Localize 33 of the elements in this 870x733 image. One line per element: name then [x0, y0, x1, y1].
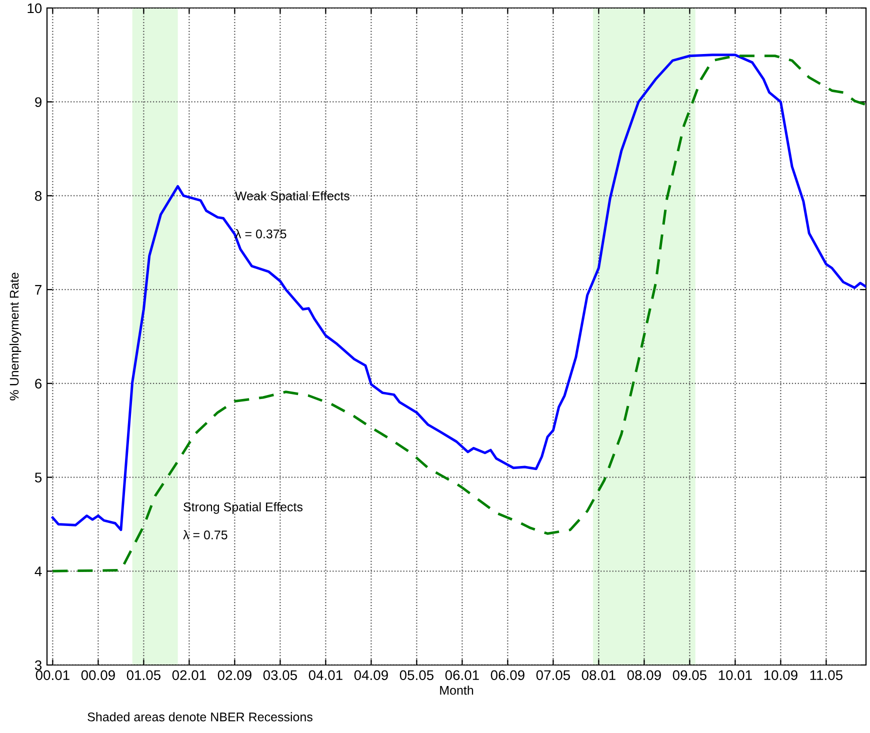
- text: Shaded areas denote NBER Recessions: [88, 712, 312, 722]
- y-tick-label: 3: [34, 660, 42, 670]
- x-tick-label: 06.09: [490, 670, 524, 680]
- x-axis-title: Month: [440, 686, 474, 695]
- x-tick-label: 08.01: [582, 670, 616, 680]
- annotation: λ = 0.375: [235, 229, 286, 238]
- annotation: Strong Spatial Effects: [184, 502, 303, 514]
- x-tick-label: 05.05: [400, 670, 434, 680]
- x-tick-label: 00.01: [36, 670, 70, 680]
- y-tick-label: 6: [35, 378, 42, 389]
- y-tick-label: 4: [34, 566, 42, 576]
- x-tick-label: 08.09: [627, 670, 661, 680]
- y-tick-label: 5: [34, 472, 42, 482]
- annotation: λ = 0.75: [183, 530, 228, 540]
- x-tick-label: 10.01: [718, 670, 752, 680]
- x-tick-label: 04.09: [354, 670, 388, 680]
- x-tick-label: 11.05: [810, 670, 842, 680]
- x-tick-label: 01.05: [126, 670, 160, 680]
- x-tick-label: 09.05: [672, 670, 706, 680]
- y-tick-label: 7: [35, 285, 42, 295]
- x-tick-label: 00.09: [81, 670, 115, 680]
- x-tick-label: 03.05: [263, 670, 297, 680]
- x-tick-label: 02.09: [218, 670, 252, 680]
- y-axis-title: % Unemployment Rate: [9, 272, 22, 400]
- x-tick-label: 07.05: [536, 670, 570, 680]
- y-tick-label: 9: [35, 97, 42, 108]
- x-tick-label: 02.01: [172, 670, 206, 680]
- y-tick-label: 8: [35, 191, 42, 201]
- x-tick-label: 10.09: [764, 670, 798, 680]
- annotation: Weak Spatial Effects: [235, 191, 350, 203]
- x-tick-label: 06.01: [445, 670, 479, 680]
- x-tick-label: 04.01: [308, 670, 342, 680]
- y-tick-label: 10: [28, 3, 42, 14]
